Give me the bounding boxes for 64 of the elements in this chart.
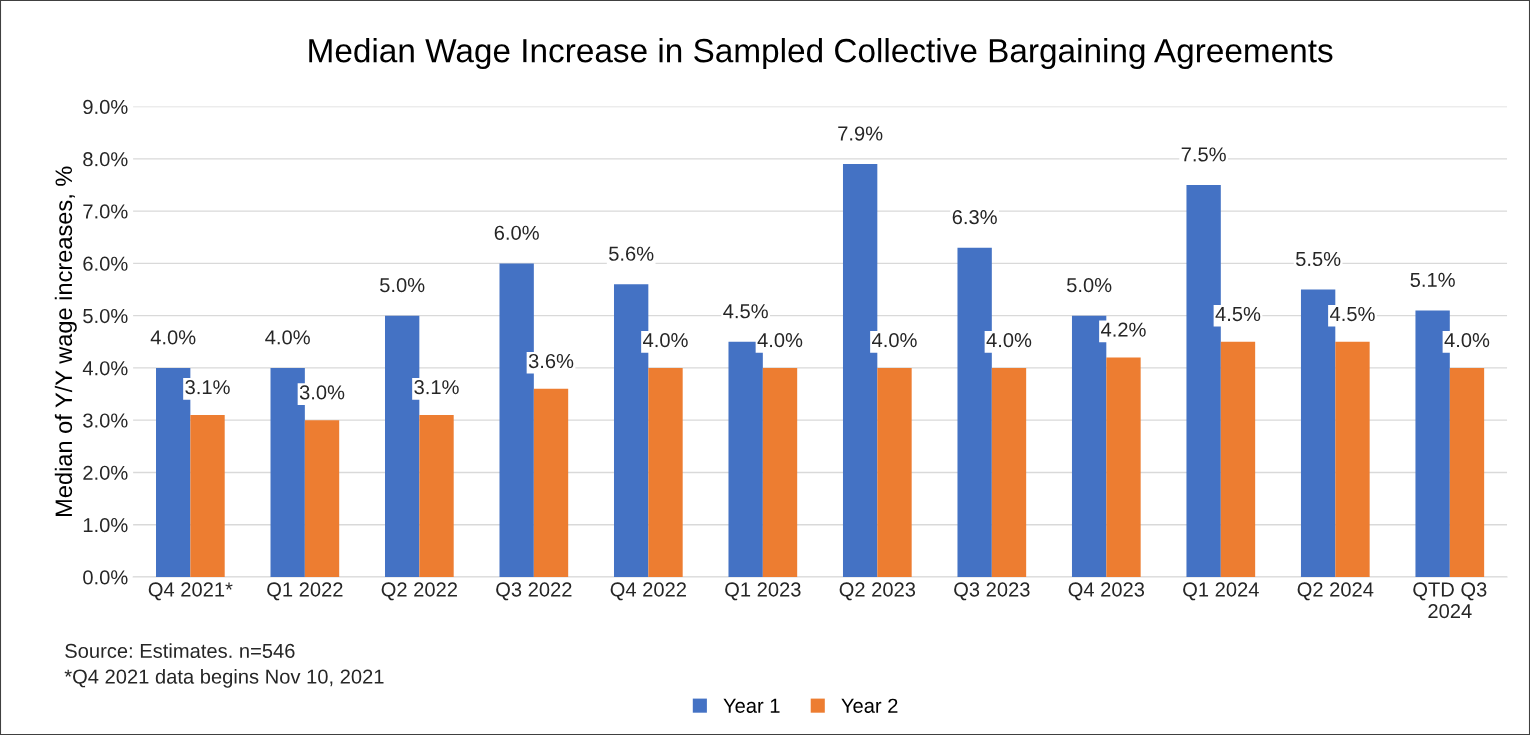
data-label: 4.5% (1215, 306, 1261, 322)
data-label: 4.0% (872, 333, 917, 348)
y-tick-label: 4.0% (82, 361, 128, 376)
x-tick-label: Q1 2022 (267, 582, 343, 601)
data-label: 6.3% (952, 210, 997, 225)
data-label: 4.0% (265, 330, 310, 345)
data-label: 3.1% (414, 380, 459, 395)
y-tick-label: 5.0% (83, 308, 128, 324)
y-tick-label: 3.0% (83, 413, 128, 428)
data-label: 4.0% (986, 333, 1032, 348)
x-tick-label: Q4 2022 (610, 582, 686, 601)
data-label: 4.0% (643, 333, 688, 348)
data-label: 5.0% (1067, 277, 1112, 293)
data-label: 5.5% (1295, 251, 1341, 267)
legend-label: Year 2 (841, 698, 898, 713)
bar (533, 388, 569, 577)
y-tick-label: 0.0% (83, 570, 128, 585)
bar (419, 414, 454, 577)
y-tick-label: 7.0% (83, 204, 128, 219)
data-label: 7.9% (838, 126, 883, 141)
data-label: 5.1% (1410, 272, 1455, 287)
data-label: 5.0% (380, 277, 425, 293)
x-tick-label: Q2 2024 (1297, 582, 1374, 601)
bar (304, 420, 340, 577)
x-tick-label: Q4 2021* (148, 582, 233, 601)
data-label: 3.6% (528, 353, 574, 369)
bar (190, 414, 225, 577)
bar (1106, 357, 1141, 577)
y-tick-label: 1.0% (83, 517, 128, 533)
x-tick-label: Q3 2023 (954, 582, 1030, 601)
data-label: 4.0% (1444, 333, 1490, 348)
y-axis-title: Median of Y/Y wage increases, % (54, 166, 77, 516)
data-label: 4.5% (1329, 306, 1375, 322)
data-label: 4.0% (757, 333, 803, 348)
bar (991, 367, 1027, 577)
bar (1220, 341, 1256, 577)
bar (1335, 341, 1370, 577)
source-note: Source: Estimates. n=546 (65, 643, 295, 659)
x-tick-label: QTD Q3 2024 (1413, 582, 1487, 619)
data-label: 7.5% (1181, 147, 1226, 162)
text: *Q4 2021 data begins Nov 10, 2021 (64, 668, 384, 688)
bar (1449, 367, 1485, 577)
chart-title: Median Wage Increase in Sampled Collective Bargaining Agreements (309, 37, 1333, 70)
data-label: 5.6% (609, 246, 654, 261)
y-tick-label: 9.0% (83, 99, 128, 115)
data-label: 4.5% (723, 304, 768, 319)
data-label: 4.2% (1101, 322, 1146, 337)
y-tick-label: 2.0% (83, 465, 128, 480)
bar (762, 367, 798, 577)
bar (648, 367, 683, 577)
data-label: 6.0% (494, 225, 539, 240)
x-tick-label: Q2 2023 (839, 582, 916, 601)
y-tick-label: 6.0% (83, 256, 128, 271)
data-label: 4.0% (150, 330, 196, 345)
x-tick-label: Q3 2022 (496, 582, 572, 601)
data-label: 3.0% (299, 385, 345, 400)
x-tick-label: Q4 2023 (1068, 582, 1145, 601)
x-tick-label: Q2 2022 (381, 582, 457, 601)
bar (877, 367, 912, 577)
x-tick-label: Q1 2023 (725, 582, 801, 601)
legend-label: Year 1 (723, 698, 780, 713)
y-tick-label: 8.0% (83, 152, 128, 167)
data-label: 3.1% (185, 380, 230, 395)
x-tick-label: Q1 2024 (1183, 582, 1259, 601)
